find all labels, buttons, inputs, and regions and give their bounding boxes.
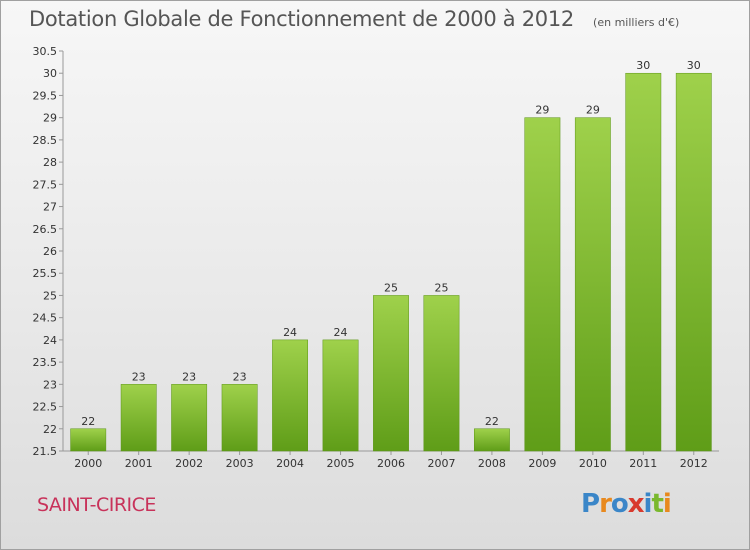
bar-2002: [171, 384, 208, 452]
value-label: 30: [636, 59, 650, 72]
y-tick-label: 30.5: [33, 45, 58, 58]
bar-2004: [272, 339, 308, 452]
x-tick-label: 2007: [427, 457, 455, 470]
y-tick-label: 28.5: [33, 134, 58, 147]
x-tick-label: 2010: [579, 457, 607, 470]
value-label: 25: [384, 281, 398, 294]
value-label: 22: [81, 415, 95, 428]
chart-subtitle: (en milliers d'€): [593, 16, 680, 29]
y-tick-label: 23: [43, 378, 57, 391]
value-label: 29: [535, 104, 549, 117]
x-tick-label: 2001: [125, 457, 153, 470]
commune-name: SAINT-CIRICE: [37, 494, 156, 516]
y-tick-label: 24: [43, 334, 57, 347]
title-row: Dotation Globale de Fonctionnement de 20…: [29, 7, 679, 31]
y-tick-label: 23.5: [33, 356, 58, 369]
y-tick-label: 28: [43, 156, 57, 169]
y-tick-label: 22: [43, 423, 57, 436]
y-tick-label: 30: [43, 67, 57, 80]
bar-2008: [474, 428, 510, 452]
x-tick-label: 2004: [276, 457, 304, 470]
x-tick-label: 2012: [680, 457, 708, 470]
value-label: 24: [283, 326, 297, 339]
y-tick-label: 24.5: [33, 312, 58, 325]
y-tick-label: 29: [43, 112, 57, 125]
logo-letter: r: [599, 489, 612, 519]
x-tick-label: 2000: [74, 457, 102, 470]
bar-2011: [625, 72, 662, 452]
y-tick-label: 25: [43, 289, 57, 302]
bar-2000: [70, 428, 107, 452]
bar-2010: [574, 117, 611, 452]
y-tick-label: 26: [43, 245, 57, 258]
chart-title: Dotation Globale de Fonctionnement de 20…: [29, 7, 574, 31]
logo-letter: o: [610, 489, 629, 519]
bar-2003: [221, 384, 258, 452]
logo-letter: t: [651, 489, 663, 519]
x-tick-label: 2008: [478, 457, 506, 470]
y-tick-label: 27: [43, 201, 57, 214]
bar-2009: [524, 117, 561, 452]
y-tick-label: 29.5: [33, 89, 58, 102]
value-label: 23: [182, 370, 196, 383]
value-label: 30: [687, 59, 701, 72]
x-tick-label: 2005: [327, 457, 355, 470]
bar-2012: [675, 72, 712, 452]
x-tick-label: 2002: [175, 457, 203, 470]
bar-2005: [322, 339, 359, 452]
value-label: 25: [434, 281, 448, 294]
y-tick-label: 27.5: [33, 178, 58, 191]
value-label: 22: [485, 415, 499, 428]
logo-letter: i: [643, 489, 653, 519]
y-tick-label: 21.5: [33, 445, 58, 458]
proxiti-logo: Proxiti: [581, 489, 672, 519]
value-label: 29: [586, 104, 600, 117]
x-tick-label: 2009: [528, 457, 556, 470]
y-tick-label: 22.5: [33, 401, 58, 414]
logo-letter: i: [662, 489, 672, 519]
value-labels: 22 23 23 23 24 24 25 25 22 29 29 30 30: [81, 59, 701, 428]
bar-2001: [120, 384, 157, 452]
value-label: 23: [233, 370, 247, 383]
x-tick-label: 2003: [226, 457, 254, 470]
bars: [70, 72, 712, 452]
bar-2007: [423, 295, 460, 452]
x-tick-label: 2006: [377, 457, 405, 470]
bar-2006: [373, 295, 409, 452]
x-tick-label: 2011: [629, 457, 657, 470]
logo-letter: x: [627, 489, 645, 519]
value-label: 24: [334, 326, 348, 339]
axes: 21.5 22 22.5 23 23.5 24 24.5 25 25.5 26 26.5 27 27.5…: [33, 45, 719, 470]
y-tick-label: 25.5: [33, 267, 58, 280]
y-tick-label: 26.5: [33, 223, 58, 236]
value-label: 23: [132, 370, 146, 383]
logo-letter: P: [581, 489, 600, 519]
